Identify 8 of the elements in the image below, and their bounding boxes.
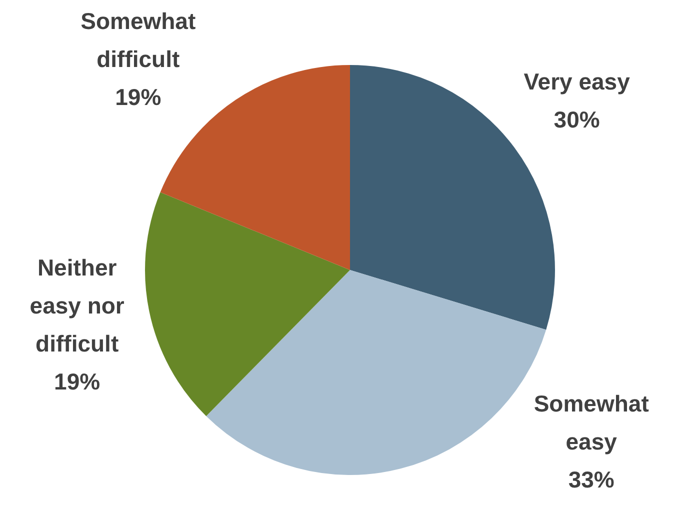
data-label: 33% (568, 466, 614, 492)
slice-label: Somewhat difficult (80, 8, 196, 72)
slice-label: Somewhat easy (534, 390, 650, 454)
slice-label: Neither easy nor difficult (30, 254, 124, 356)
data-label: 19% (115, 84, 162, 110)
data-label: 30% (554, 106, 600, 132)
data-label: 19% (54, 368, 100, 394)
slice-label: Very easy (524, 68, 630, 94)
